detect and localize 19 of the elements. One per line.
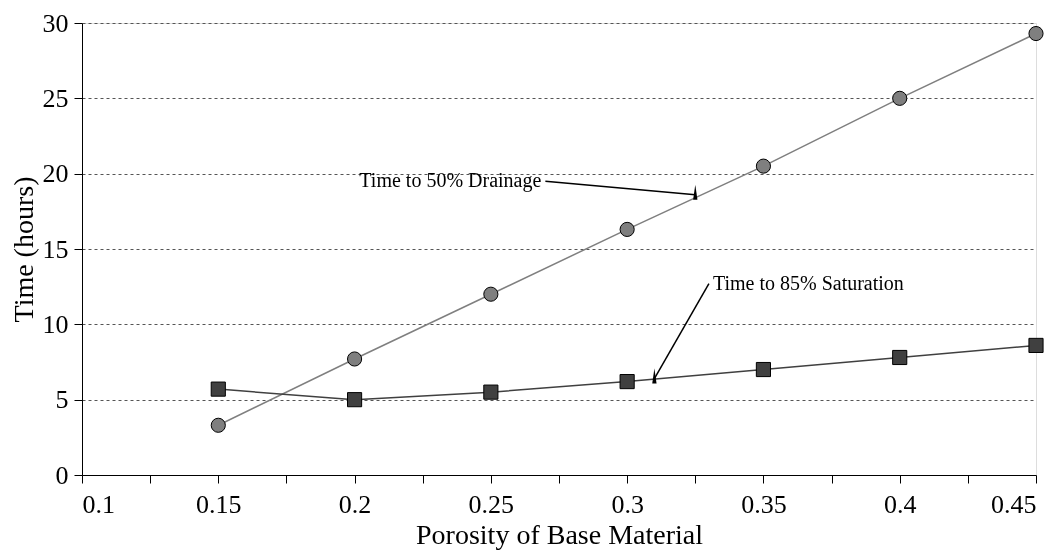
annotation: Time to 85% Saturation xyxy=(712,271,904,294)
y-tick-label: 20 xyxy=(42,159,69,189)
y-tick-label: 25 xyxy=(42,83,69,113)
x-tick-label: 0.4 xyxy=(883,489,917,519)
x-tick-label: 0.3 xyxy=(611,489,644,519)
x-tick-label: 0.35 xyxy=(741,489,787,519)
x-tick-label: 0.25 xyxy=(468,489,515,519)
y-tick-label: 5 xyxy=(55,385,69,415)
x-tick-label: 0.45 xyxy=(991,489,1037,519)
y-tick-label: 15 xyxy=(42,234,69,264)
x-tick-label: 0.1 xyxy=(82,489,115,519)
y-axis-title: Time (hours) xyxy=(7,176,39,323)
x-axis-title: Porosity of Base Material xyxy=(416,518,704,550)
annotation: Time to 50% Drainage xyxy=(359,169,542,193)
x-tick-label: 0.15 xyxy=(196,489,242,519)
x-tick-label: 0.2 xyxy=(338,489,372,519)
y-tick-label: 10 xyxy=(42,309,69,339)
y-tick-label: 0 xyxy=(55,460,69,490)
y-tick-label: 30 xyxy=(42,8,69,38)
